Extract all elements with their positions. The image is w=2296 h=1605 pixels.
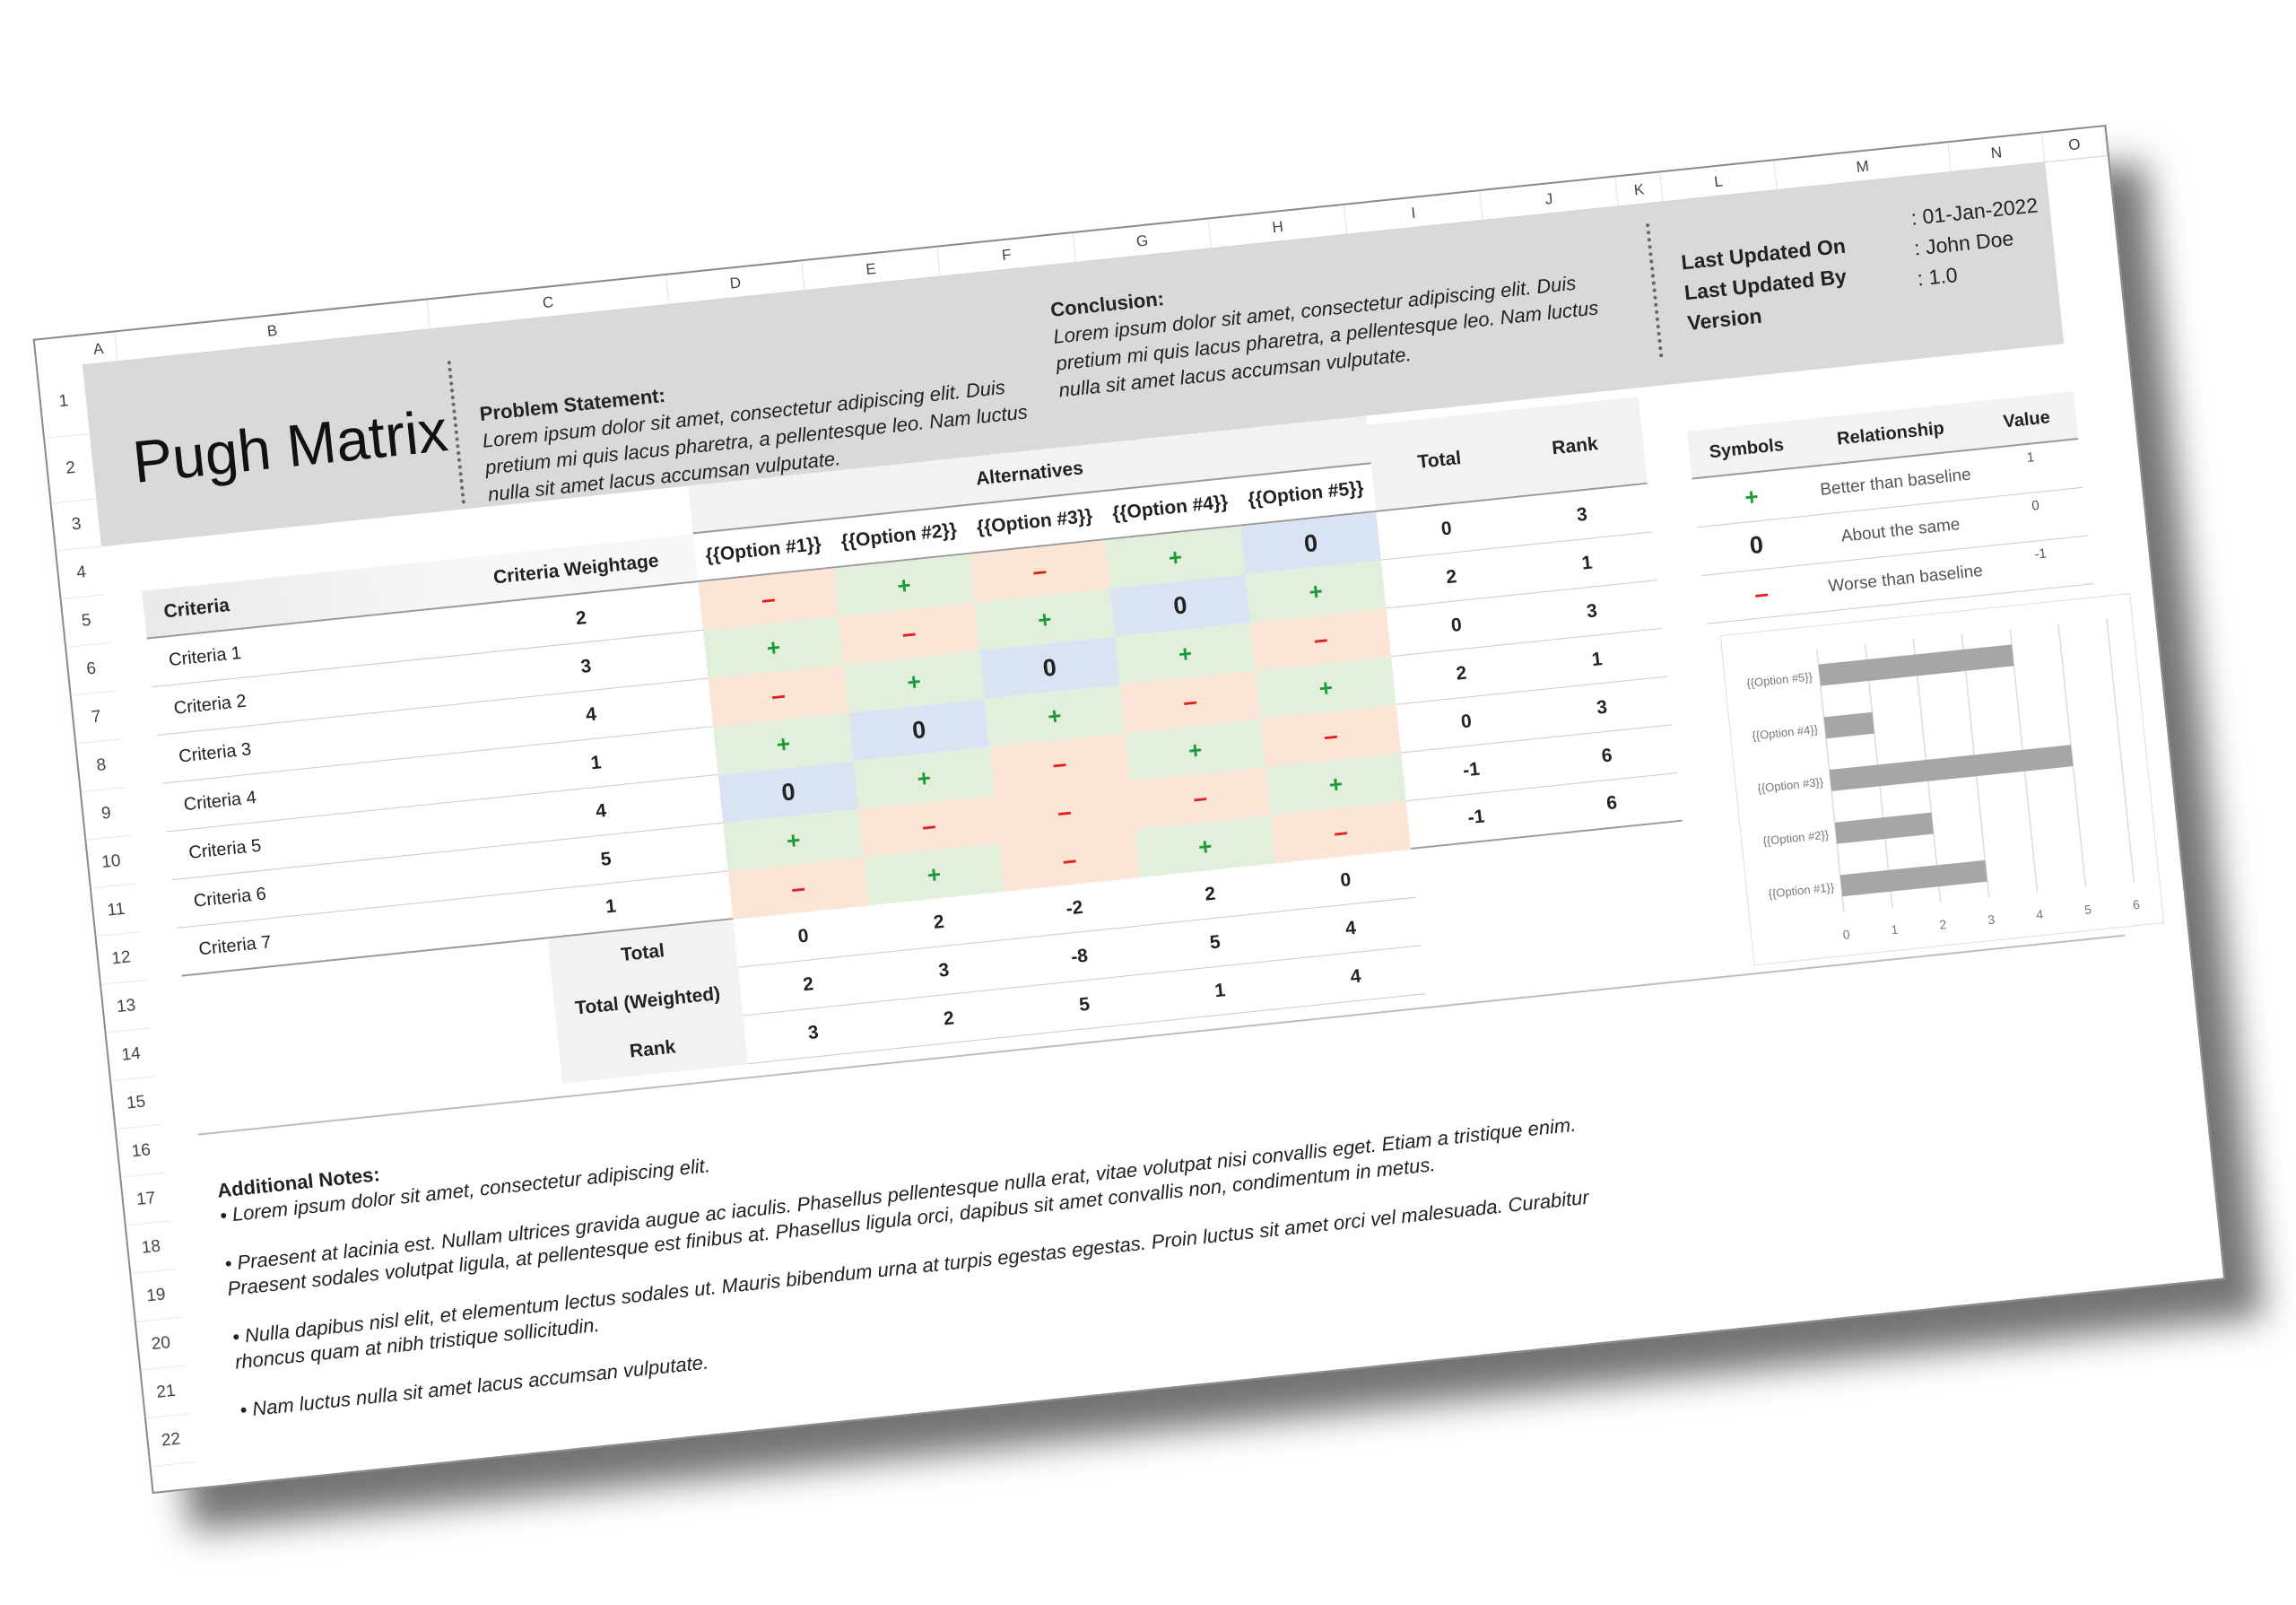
row-header-18[interactable]: 18 [126, 1221, 177, 1275]
plus-symbol: + [765, 632, 782, 662]
plus-symbol: + [1177, 639, 1194, 667]
total-header: Total [1367, 410, 1512, 512]
plus-symbol: + [1167, 543, 1184, 571]
plus-symbol: + [1036, 605, 1053, 633]
minus-symbol: – [1181, 686, 1199, 717]
additional-notes[interactable]: Additional Notes: • Lorem ipsum dolor si… [216, 994, 2028, 1446]
plus-symbol: + [785, 825, 802, 854]
column-header-k[interactable]: K [1615, 172, 1664, 207]
row-header-14[interactable]: 14 [106, 1028, 156, 1082]
legend-symbol-glyph: + [1743, 483, 1760, 511]
column-header-a[interactable]: A [79, 332, 118, 366]
zero-symbol: 0 [910, 715, 927, 744]
plus-symbol: + [926, 859, 943, 888]
row-header-3[interactable]: 3 [51, 499, 101, 552]
row-header-1[interactable]: 1 [38, 365, 90, 440]
bar [1834, 812, 1934, 844]
row-header-20[interactable]: 20 [135, 1317, 187, 1371]
column-header-o[interactable]: O [2041, 126, 2108, 163]
category-label: {{Option #1}} [1768, 880, 1836, 901]
minus-symbol: – [920, 811, 938, 841]
gridline [2106, 618, 2135, 883]
category-label: {{Option #4}} [1752, 722, 1820, 743]
x-tick-label: 5 [2083, 902, 2092, 917]
plus-symbol: + [1318, 673, 1335, 702]
plus-symbol: + [905, 667, 923, 696]
plus-symbol: + [1046, 701, 1063, 730]
minus-symbol: – [1191, 783, 1209, 813]
minus-symbol: – [900, 618, 918, 648]
row-header-22[interactable]: 22 [146, 1414, 196, 1467]
plus-symbol: + [775, 729, 792, 758]
bar [1818, 644, 2014, 686]
plus-symbol: + [895, 571, 913, 599]
row-header-13[interactable]: 13 [101, 980, 152, 1034]
row-header-19[interactable]: 19 [131, 1269, 181, 1322]
x-tick-label: 0 [1842, 927, 1851, 942]
legend-symbol-glyph: – [1752, 579, 1770, 608]
legend-value: -1 [1989, 536, 2093, 595]
minus-symbol: – [1031, 556, 1048, 586]
row-header-17[interactable]: 17 [121, 1173, 171, 1226]
rank-bar-chart[interactable]: 0 1 2 3 4 5 6 {{Option #5}} {{Option #4}} {{Optio… [1719, 592, 2165, 966]
row-header-6[interactable]: 6 [66, 642, 117, 696]
minus-symbol: – [789, 873, 807, 903]
zero-symbol: 0 [1041, 653, 1058, 682]
row-header-16[interactable]: 16 [116, 1124, 166, 1178]
plus-symbol: + [916, 763, 933, 792]
zero-symbol: 0 [1171, 590, 1188, 620]
x-tick-label: 1 [1891, 922, 1900, 938]
chart-svg: 0 1 2 3 4 5 6 {{Option #5}} {{Option #4}} {{Optio… [1746, 618, 2141, 942]
bar [1839, 859, 1987, 897]
minus-symbol: – [1056, 797, 1074, 827]
x-tick-label: 6 [2132, 897, 2141, 912]
x-tick-label: 4 [2035, 907, 2044, 922]
minus-symbol: – [760, 584, 778, 614]
meta-values: : 01-Jan-2022 : John Doe : 1.0 [1909, 189, 2046, 293]
minus-symbol: – [770, 680, 787, 711]
plus-symbol: + [1308, 577, 1325, 606]
minus-symbol: – [1051, 748, 1068, 779]
row-header-7[interactable]: 7 [71, 691, 122, 745]
category-label: {{Option #3}} [1757, 775, 1825, 796]
zero-symbol: 0 [1302, 528, 1319, 557]
zero-symbol: 0 [779, 777, 796, 807]
plus-symbol: + [1187, 735, 1204, 764]
row-header-21[interactable]: 21 [141, 1365, 191, 1419]
minus-symbol: – [1061, 845, 1078, 875]
row-header-12[interactable]: 12 [96, 931, 146, 985]
row-header-11[interactable]: 11 [91, 884, 142, 938]
x-tick-label: 2 [1939, 917, 1948, 932]
category-label: {{Option #2}} [1762, 827, 1831, 848]
bar [1829, 745, 2074, 791]
row-header-8[interactable]: 8 [76, 739, 126, 792]
row-header-4[interactable]: 4 [57, 546, 107, 600]
plus-symbol: + [1196, 832, 1213, 860]
legend-symbol-glyph: 0 [1748, 530, 1765, 560]
minus-symbol: – [1312, 624, 1329, 654]
bar [1823, 711, 1874, 739]
rank-header: Rank [1502, 397, 1648, 499]
gridline [2057, 624, 2087, 887]
row-header-9[interactable]: 9 [81, 787, 132, 841]
row-header-5[interactable]: 5 [61, 594, 111, 648]
legend-symbol: – [1701, 563, 1822, 624]
category-label: {{Option #5}} [1746, 669, 1814, 690]
x-tick-label: 3 [1987, 912, 1996, 927]
row-header-2[interactable]: 2 [45, 433, 97, 504]
row-header-10[interactable]: 10 [86, 835, 136, 889]
row-header-15[interactable]: 15 [111, 1077, 161, 1130]
minus-symbol: – [1322, 720, 1340, 751]
plus-symbol: + [1327, 769, 1344, 798]
minus-symbol: – [1332, 817, 1350, 847]
meta-labels: Last Updated On Last Updated By Version [1680, 231, 1854, 338]
